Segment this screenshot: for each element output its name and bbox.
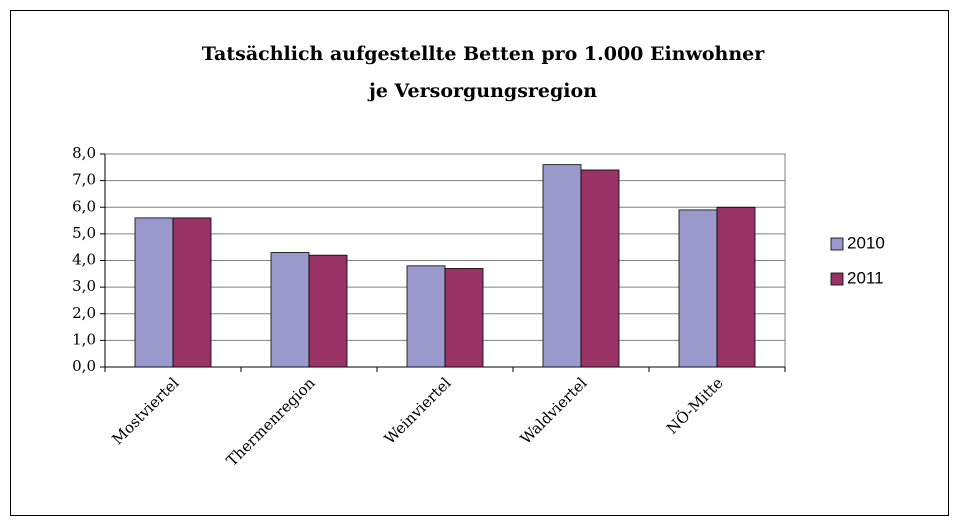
bar: [134, 217, 174, 368]
bar: [270, 252, 310, 368]
chart-title: je Versorgungsregion: [367, 80, 597, 102]
chart-title: Tatsächlich aufgestellte Betten pro 1.00…: [202, 43, 766, 65]
legend-swatch: [830, 237, 844, 251]
y-tick-label: 8,0: [72, 144, 96, 162]
bar: [580, 169, 620, 368]
y-tick-label: 0,0: [72, 357, 96, 375]
bar: [542, 164, 582, 368]
bar: [444, 268, 484, 368]
legend-label: 2011: [847, 268, 884, 287]
y-tick-label: 3,0: [72, 277, 96, 295]
y-tick-label: 7,0: [72, 171, 96, 189]
legend-swatch: [830, 272, 844, 286]
y-tick-label: 4,0: [72, 251, 96, 269]
y-tick-label: 6,0: [72, 197, 96, 215]
bar: [172, 217, 212, 368]
y-tick-label: 5,0: [72, 224, 96, 242]
bar: [716, 206, 756, 368]
bar: [678, 209, 718, 368]
bar: [308, 254, 348, 368]
bar: [406, 265, 446, 368]
y-tick-label: 1,0: [72, 330, 96, 348]
y-tick-label: 2,0: [72, 304, 96, 322]
legend-label: 2010: [847, 233, 885, 252]
